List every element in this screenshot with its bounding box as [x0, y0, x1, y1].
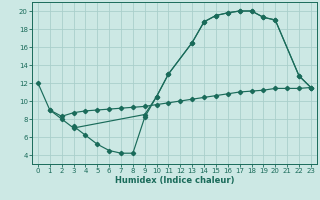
- X-axis label: Humidex (Indice chaleur): Humidex (Indice chaleur): [115, 176, 234, 185]
